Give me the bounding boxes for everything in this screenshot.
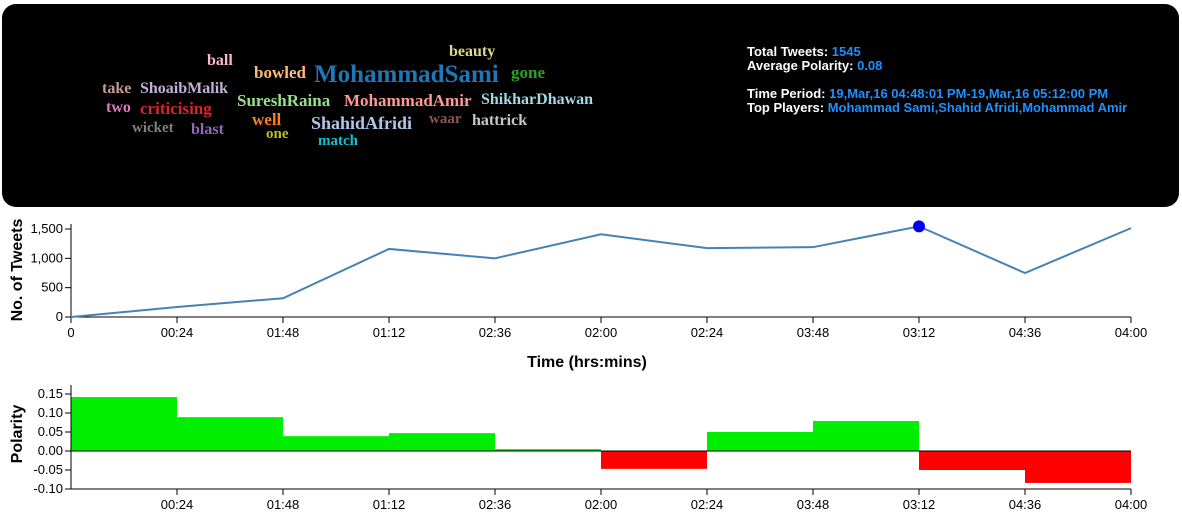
- word-cloud-word: match: [318, 133, 358, 149]
- x-tick-label: 02:00: [585, 325, 618, 340]
- x-tick-label: 04:36: [1009, 325, 1042, 340]
- x-tick-label: 03:48: [797, 497, 830, 512]
- highlight-point: [913, 220, 925, 233]
- word-cloud-word: hattrick: [472, 112, 528, 129]
- y-tick-label: -0.05: [33, 462, 63, 477]
- top-players-label: Top Players:: [747, 100, 828, 115]
- y-tick-label: 0.15: [38, 386, 63, 401]
- y-tick-label: 0.05: [38, 424, 63, 439]
- word-cloud-word: MohammadAmir: [344, 91, 472, 110]
- x-axis-title: Time (hrs:mins): [527, 354, 647, 371]
- word-cloud-word: ball: [207, 52, 233, 69]
- word-cloud-word: gone: [511, 63, 545, 82]
- x-tick-label: 0: [67, 325, 74, 340]
- y-axis-title: Polarity: [9, 405, 26, 464]
- x-tick-label: 00:24: [161, 325, 194, 340]
- polarity-bar: [389, 433, 495, 451]
- x-tick-label: 01:48: [267, 497, 300, 512]
- total-tweets-value: 1545: [831, 44, 861, 59]
- word-cloud-word: MohammadSami: [314, 61, 499, 88]
- x-tick-label: 02:24: [691, 325, 724, 340]
- polarity-bar: [71, 397, 177, 451]
- polarity-bar: [495, 449, 601, 451]
- x-tick-label: 02:36: [479, 497, 512, 512]
- time-period: Time Period: 19,Mar,16 04:48:01 PM-19,Ma…: [747, 87, 1127, 101]
- word-cloud-word: waar: [429, 111, 462, 127]
- x-tick-label: 02:00: [585, 497, 618, 512]
- word-cloud-word: criticising: [140, 99, 212, 118]
- y-tick-label: 0: [56, 309, 63, 324]
- time-period-label: Time Period:: [747, 86, 830, 101]
- average-polarity: Average Polarity: 0.08: [747, 59, 1127, 73]
- time-period-value: 19,Mar,16 04:48:01 PM-19,Mar,16 05:12:00…: [829, 86, 1109, 101]
- summary-panel: ball beauty bowled MohammadSami gone take Shoa…: [2, 4, 1179, 207]
- average-polarity-label: Average Polarity:: [747, 58, 858, 73]
- word-cloud-word: SureshRaina: [237, 91, 331, 110]
- word-cloud-word: ShahidAfridi: [311, 113, 413, 133]
- x-tick-label: 04:00: [1115, 325, 1148, 340]
- word-cloud-word: one: [266, 126, 289, 142]
- average-polarity-value: 0.08: [857, 58, 883, 73]
- polarity-bar: [1025, 451, 1131, 483]
- word-cloud-word: take: [102, 80, 132, 97]
- x-tick-label: 03:12: [903, 497, 936, 512]
- polarity-bar: [707, 432, 813, 451]
- y-tick-label: -0.10: [33, 481, 63, 496]
- total-tweets-label: Total Tweets:: [747, 44, 832, 59]
- word-cloud-word: well: [252, 110, 282, 129]
- word-cloud-word: two: [106, 99, 131, 116]
- x-tick-label: 04:36: [1009, 497, 1042, 512]
- x-tick-label: 02:24: [691, 497, 724, 512]
- polarity-bar: [601, 451, 707, 469]
- stats-block: Total Tweets: 1545 Average Polarity: 0.0…: [747, 45, 1127, 115]
- x-tick-label: 01:48: [267, 325, 300, 340]
- polarity-bar: [813, 420, 919, 451]
- x-tick-label: 01:12: [373, 325, 406, 340]
- x-tick-label: 03:12: [903, 325, 936, 340]
- x-tick-label: 04:00: [1115, 497, 1148, 512]
- top-players-value: Mohammad Sami,Shahid Afridi,Mohammad Ami…: [827, 100, 1128, 115]
- y-tick-label: 1,500: [30, 221, 63, 236]
- polarity-bar: [283, 436, 389, 451]
- x-tick-label: 00:24: [161, 497, 194, 512]
- x-tick-label: 01:12: [373, 497, 406, 512]
- y-tick-label: 500: [41, 280, 63, 295]
- tweet-count-line: [70, 225, 1132, 318]
- y-tick-label: 0.10: [38, 405, 63, 420]
- y-tick-label: 1,000: [30, 250, 63, 265]
- top-players: Top Players: Mohammad Sami,Shahid Afridi…: [747, 101, 1127, 115]
- y-axis-title: No. of Tweets: [9, 218, 26, 321]
- x-tick-label: 03:48: [797, 325, 830, 340]
- word-cloud-word: wicket: [132, 120, 174, 136]
- polarity-bar: [919, 451, 1025, 470]
- word-cloud-word: ShoaibMalik: [140, 80, 229, 97]
- y-tick-label: 0.00: [38, 443, 63, 458]
- word-cloud-word: bowled: [254, 63, 306, 82]
- word-cloud-word: blast: [191, 121, 224, 138]
- word-cloud-word: beauty: [449, 43, 496, 60]
- x-tick-label: 02:36: [479, 325, 512, 340]
- total-tweets: Total Tweets: 1545: [747, 45, 1127, 59]
- word-cloud-word: ShikharDhawan: [481, 91, 594, 108]
- polarity-bar: [177, 417, 283, 451]
